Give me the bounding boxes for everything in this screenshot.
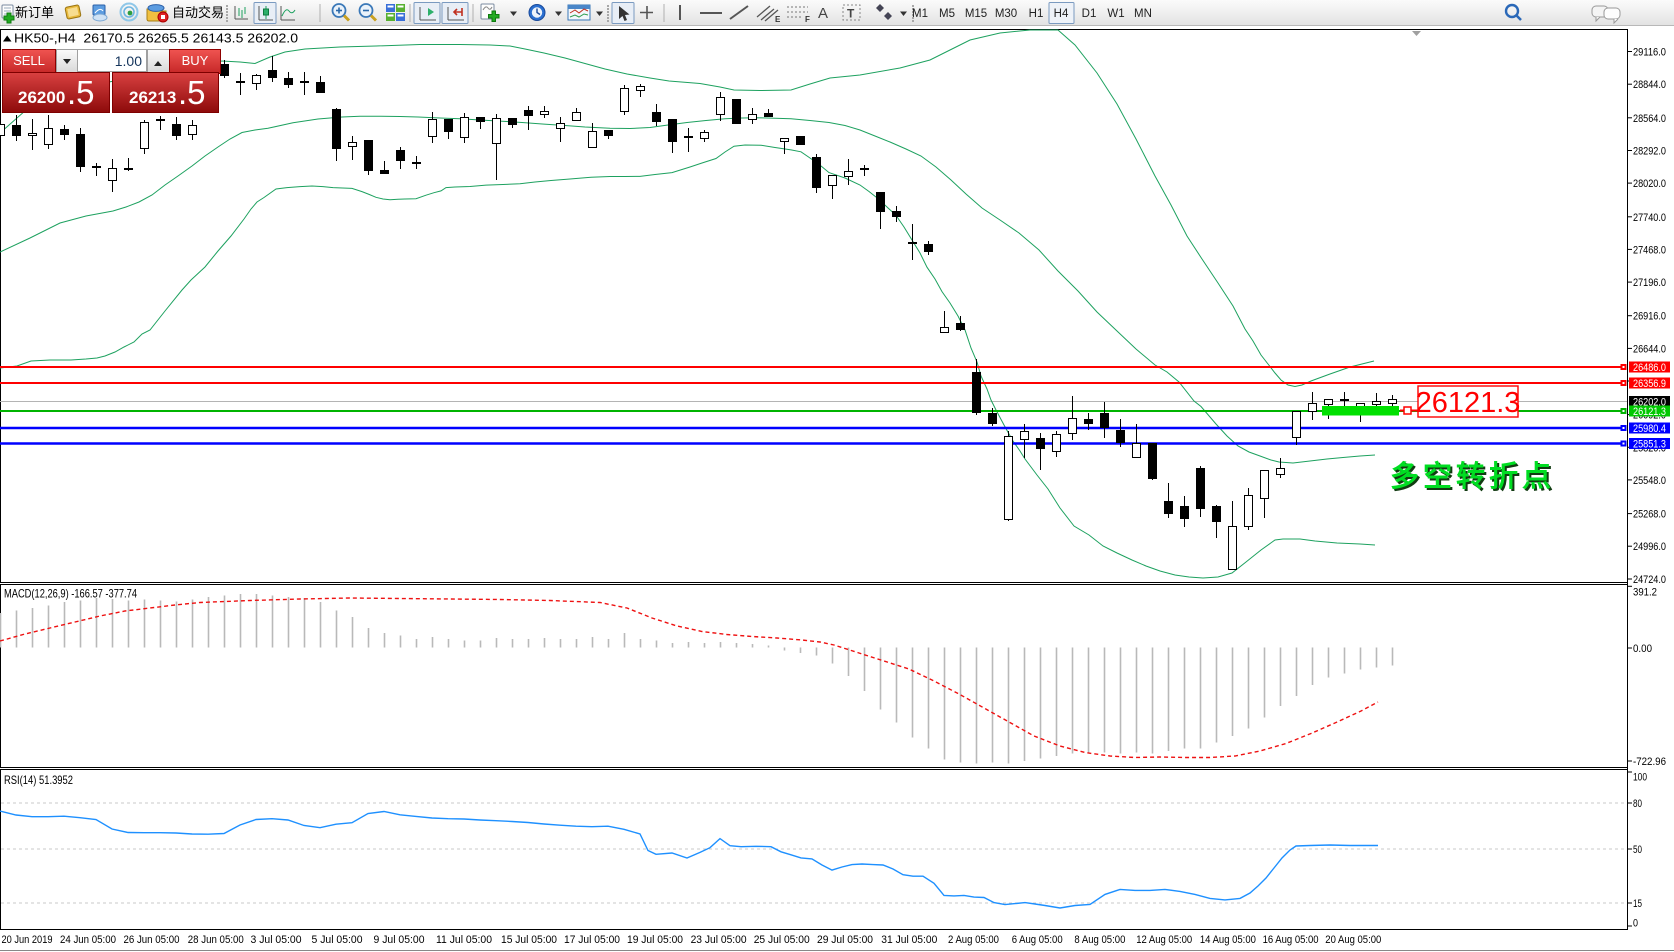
svg-text:28844.0: 28844.0 (1633, 79, 1666, 91)
svg-text:25 Jul 05:00: 25 Jul 05:00 (754, 934, 810, 946)
svg-text:391.2: 391.2 (1633, 587, 1657, 599)
svg-text:29116.0: 29116.0 (1633, 47, 1666, 59)
svg-text:26916.0: 26916.0 (1633, 311, 1666, 323)
svg-text:MN: MN (1134, 8, 1152, 20)
svg-text:8 Aug 05:00: 8 Aug 05:00 (1074, 934, 1125, 946)
svg-text:20 Jun 2019: 20 Jun 2019 (2, 934, 53, 946)
svg-text:E: E (775, 15, 781, 24)
svg-text:24 Jun 05:00: 24 Jun 05:00 (60, 934, 116, 946)
svg-text:28020.0: 28020.0 (1633, 178, 1666, 190)
svg-text:3 Jul 05:00: 3 Jul 05:00 (251, 934, 302, 946)
svg-text:26644.0: 26644.0 (1633, 343, 1666, 355)
svg-text:28564.0: 28564.0 (1633, 113, 1666, 125)
svg-text:多空转折点: 多空转折点 (1390, 459, 1555, 493)
svg-text:M15: M15 (965, 8, 987, 20)
svg-text:0.00: 0.00 (1633, 643, 1652, 655)
svg-text:多空转折点: 多空转折点 (1392, 461, 1557, 495)
svg-text:F: F (805, 15, 810, 24)
svg-text:27196.0: 27196.0 (1633, 277, 1666, 289)
svg-text:自动交易: 自动交易 (172, 5, 224, 20)
svg-text:新订单: 新订单 (15, 5, 54, 20)
svg-text:26486.0: 26486.0 (1633, 362, 1666, 374)
svg-text:31 Jul 05:00: 31 Jul 05:00 (881, 934, 937, 946)
svg-text:24724.0: 24724.0 (1633, 574, 1666, 586)
svg-text:27740.0: 27740.0 (1633, 212, 1666, 224)
svg-text:5 Jul 05:00: 5 Jul 05:00 (312, 934, 363, 946)
svg-text:26356.9: 26356.9 (1633, 378, 1666, 390)
svg-text:26121.3: 26121.3 (1633, 406, 1666, 418)
svg-text:19 Jul 05:00: 19 Jul 05:00 (627, 934, 683, 946)
svg-text:MACD(12,26,9) -166.57 -377.74: MACD(12,26,9) -166.57 -377.74 (4, 587, 137, 601)
svg-text:M5: M5 (939, 8, 955, 20)
svg-text:9 Jul 05:00: 9 Jul 05:00 (374, 934, 425, 946)
svg-text:24996.0: 24996.0 (1633, 541, 1666, 553)
svg-text:15 Jul 05:00: 15 Jul 05:00 (501, 934, 557, 946)
svg-text:20 Aug 05:00: 20 Aug 05:00 (1325, 934, 1381, 946)
svg-text:28292.0: 28292.0 (1633, 146, 1666, 158)
svg-text:23 Jul 05:00: 23 Jul 05:00 (691, 934, 747, 946)
svg-text:6 Aug 05:00: 6 Aug 05:00 (1012, 934, 1063, 946)
svg-text:11 Jul 05:00: 11 Jul 05:00 (436, 934, 492, 946)
svg-text:27468.0: 27468.0 (1633, 244, 1666, 256)
svg-text:M1: M1 (912, 8, 928, 20)
svg-text:A: A (818, 5, 828, 22)
svg-text:16 Aug 05:00: 16 Aug 05:00 (1263, 934, 1319, 946)
svg-text:H1: H1 (1029, 8, 1044, 20)
svg-text:50: 50 (1633, 844, 1642, 856)
svg-text:-722.96: -722.96 (1633, 756, 1666, 768)
svg-text:29 Jul 05:00: 29 Jul 05:00 (817, 934, 873, 946)
svg-text:HK50-,H4 26170.5 26265.5 2614: HK50-,H4 26170.5 26265.5 26143.5 26202.0 (14, 31, 298, 46)
svg-text:15: 15 (1633, 898, 1642, 910)
svg-text:D1: D1 (1082, 8, 1097, 20)
svg-text:25548.0: 25548.0 (1633, 475, 1666, 487)
svg-text:25268.0: 25268.0 (1633, 509, 1666, 521)
svg-text:28 Jun 05:00: 28 Jun 05:00 (188, 934, 244, 946)
svg-text:26121.3: 26121.3 (1416, 387, 1521, 419)
svg-text:17 Jul 05:00: 17 Jul 05:00 (564, 934, 620, 946)
svg-text:26 Jun 05:00: 26 Jun 05:00 (124, 934, 180, 946)
svg-text:H4: H4 (1054, 8, 1069, 20)
svg-text:25851.3: 25851.3 (1633, 439, 1666, 451)
svg-text:RSI(14) 51.3952: RSI(14) 51.3952 (4, 773, 73, 787)
svg-text:2 Aug 05:00: 2 Aug 05:00 (948, 934, 999, 946)
svg-text:25980.4: 25980.4 (1633, 423, 1666, 435)
svg-text:12 Aug 05:00: 12 Aug 05:00 (1136, 934, 1192, 946)
svg-text:80: 80 (1633, 798, 1642, 810)
svg-text:T: T (847, 7, 855, 21)
svg-text:100: 100 (1633, 772, 1647, 784)
svg-text:W1: W1 (1107, 8, 1124, 20)
svg-text:M30: M30 (995, 8, 1017, 20)
svg-text:0: 0 (1633, 918, 1638, 930)
svg-text:14 Aug 05:00: 14 Aug 05:00 (1200, 934, 1256, 946)
